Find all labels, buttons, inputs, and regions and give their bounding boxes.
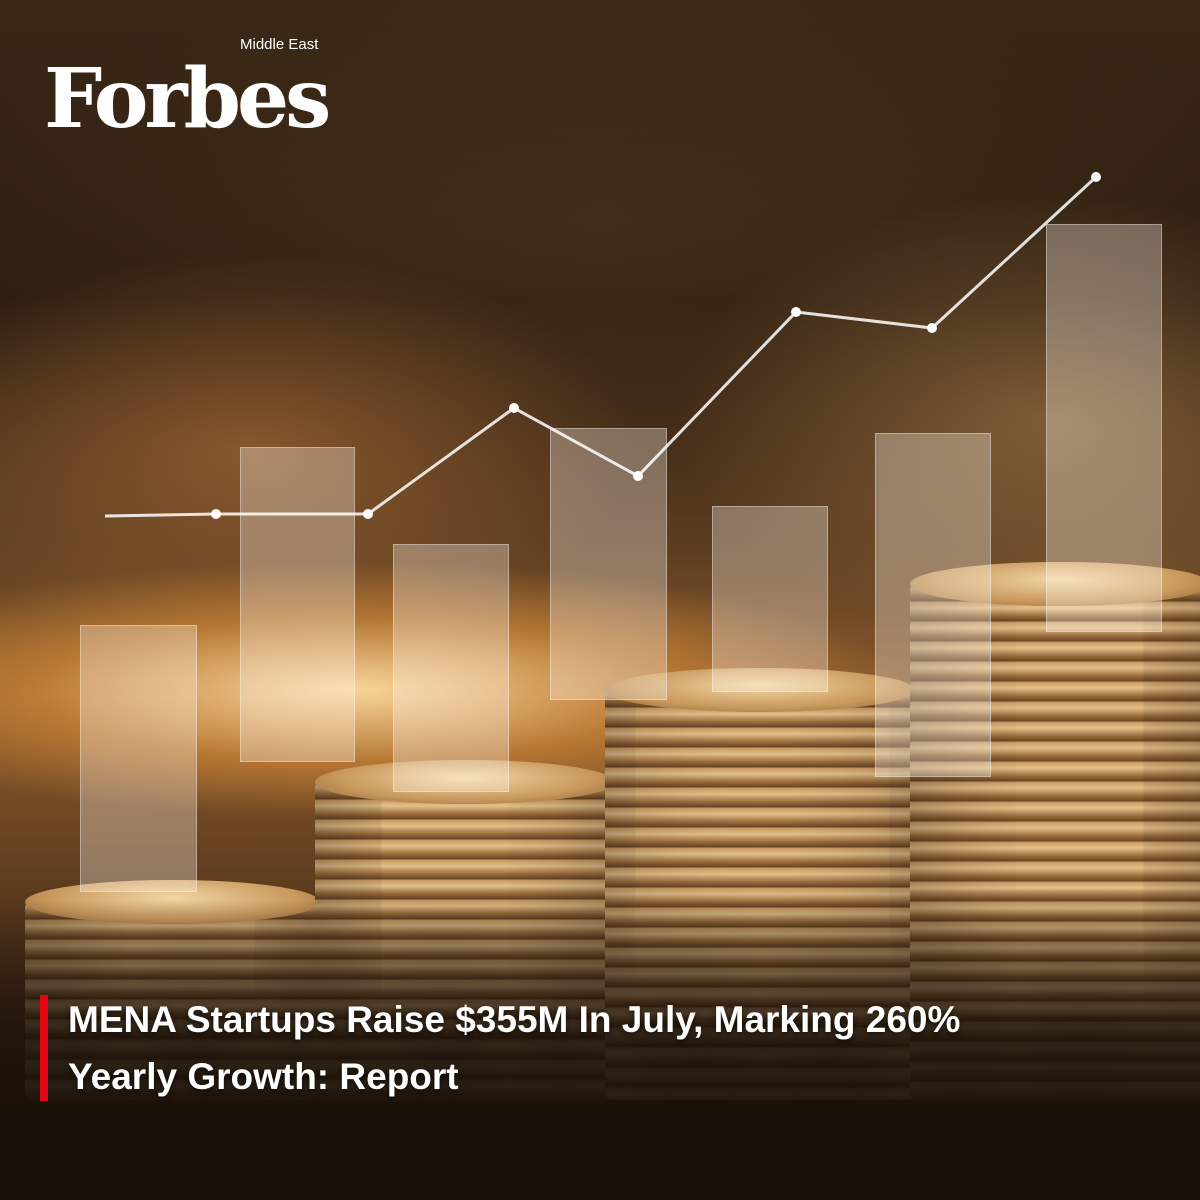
- logo-wordmark: Forbes: [44, 51, 331, 147]
- forbes-logo: Middle East Forbes: [44, 36, 331, 147]
- headline-line-1: MENA Startups Raise $355M In July, Marki…: [68, 999, 961, 1040]
- headline: MENA Startups Raise $355M In July, Marki…: [40, 995, 960, 1101]
- headline-line-2: Yearly Growth: Report: [68, 1056, 459, 1097]
- translucent-bar: [550, 428, 667, 700]
- logo-subtext: Middle East: [240, 36, 319, 53]
- translucent-bar: [1046, 224, 1162, 632]
- translucent-bar: [875, 433, 991, 777]
- bottom-shade: [0, 900, 1200, 1200]
- translucent-bar: [712, 506, 828, 692]
- translucent-bar: [240, 447, 355, 762]
- translucent-bar: [80, 625, 197, 892]
- translucent-bar: [393, 544, 509, 792]
